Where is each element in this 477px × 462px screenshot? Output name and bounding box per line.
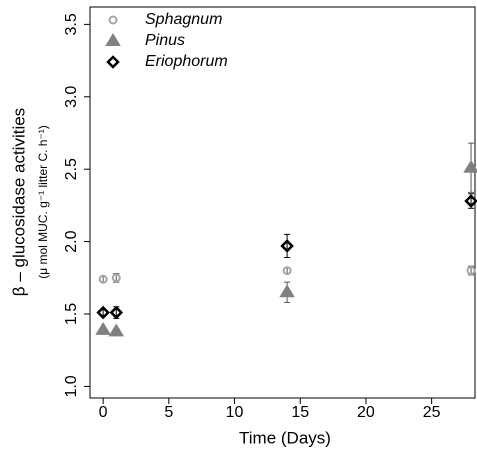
point [95, 321, 111, 335]
legend-label: Pinus [145, 32, 185, 49]
point [109, 305, 124, 320]
y-tick-label: 3.5 [63, 13, 80, 35]
y-tick-label: 2.5 [63, 158, 80, 180]
point [463, 159, 477, 173]
y-axis-units: (μ mol MUC. g⁻¹ litter C. h⁻¹) [36, 125, 50, 279]
point [466, 266, 476, 276]
legend-marker [106, 55, 120, 69]
x-tick-label: 10 [226, 404, 244, 421]
point [280, 239, 294, 253]
point [111, 273, 121, 283]
x-tick-label: 20 [357, 404, 375, 421]
point [108, 323, 125, 337]
x-tick-label: 0 [99, 404, 108, 421]
point [279, 284, 295, 298]
x-tick-label: 15 [291, 404, 309, 421]
point [98, 274, 108, 284]
point [282, 266, 292, 276]
legend-marker [108, 15, 118, 25]
y-axis-label: β – glucosidase activities [9, 108, 28, 296]
point [464, 194, 477, 208]
x-axis-label: Time (Days) [239, 428, 331, 447]
x-tick-label: 25 [423, 404, 441, 421]
x-tick-label: 5 [164, 404, 173, 421]
y-tick-label: 2.0 [63, 230, 80, 252]
y-tick-label: 1.0 [63, 375, 80, 397]
y-tick-label: 1.5 [63, 303, 80, 325]
legend-marker [105, 33, 121, 46]
y-tick-label: 3.0 [63, 86, 80, 108]
point [96, 305, 110, 320]
legend-label: Sphagnum [145, 11, 222, 28]
legend-label: Eriophorum [145, 53, 228, 70]
